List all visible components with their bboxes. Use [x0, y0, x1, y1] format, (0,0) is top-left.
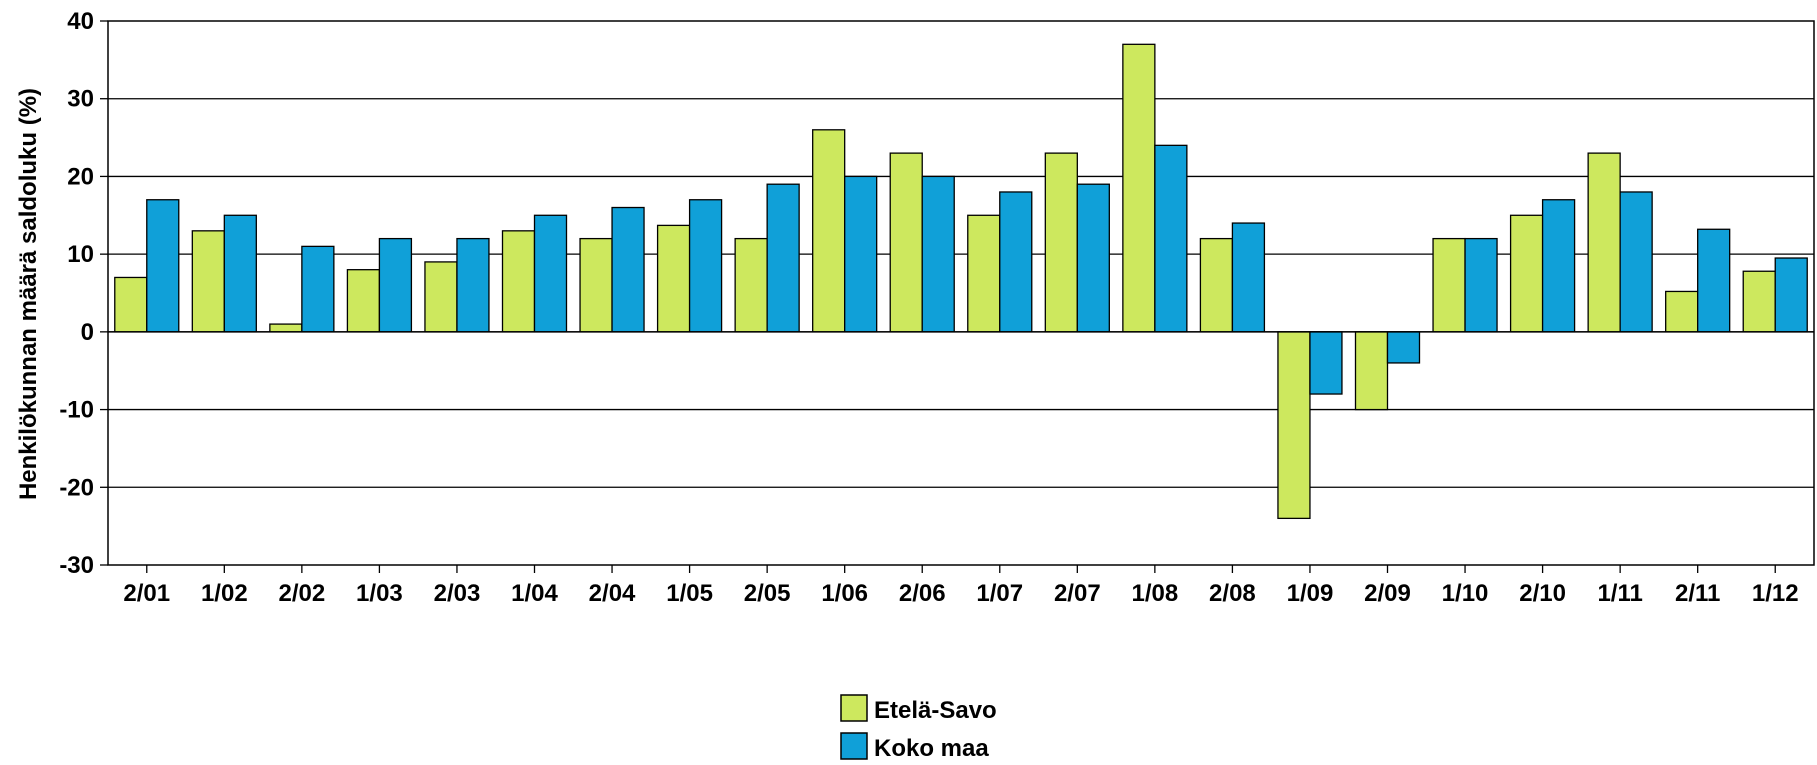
- bar-koko-maa: [1076, 183, 1110, 333]
- bar-etela-savo: [1044, 152, 1078, 333]
- y-tick-label: 20: [67, 163, 94, 190]
- x-tick-label: 2/08: [1209, 580, 1256, 607]
- bar-etela-savo: [812, 129, 846, 333]
- x-tick-label: 1/11: [1597, 580, 1642, 607]
- x-tick-label: 1/10: [1442, 580, 1489, 607]
- bar-koko-maa: [301, 245, 335, 333]
- y-tick-label: 30: [67, 86, 94, 113]
- bar-koko-maa: [611, 206, 645, 333]
- bar-etela-savo: [191, 230, 225, 333]
- bar-etela-savo: [1122, 43, 1156, 333]
- bar-etela-savo: [1742, 270, 1776, 333]
- plot-frame: [107, 20, 1815, 566]
- x-tick-label: 1/07: [976, 580, 1023, 607]
- bar-koko-maa: [1464, 237, 1498, 333]
- axes: [100, 20, 1815, 573]
- y-tick-labels: 40 30 20 10 0 -10 -20 -30: [59, 8, 94, 579]
- bar-etela-savo: [656, 224, 691, 333]
- legend-label-koko-maa: Koko maa: [874, 735, 989, 762]
- x-tick-label: 2/03: [434, 580, 481, 607]
- y-tick-label: 0: [81, 319, 94, 346]
- y-axis-label: Henkilökunnan määrä saldoluku (%): [15, 88, 42, 500]
- x-tick-label: 2/01: [123, 580, 170, 607]
- bar-koko-maa: [1619, 191, 1653, 333]
- legend: Etelä-Savo Koko maa: [840, 694, 997, 762]
- bar-etela-savo: [1587, 152, 1621, 333]
- y-tick-label: -20: [59, 474, 94, 501]
- x-tick-label: 1/04: [511, 580, 558, 607]
- bar-koko-maa: [1386, 331, 1421, 364]
- x-tick-label: 2/05: [744, 580, 791, 607]
- legend-swatch-koko-maa: [840, 732, 868, 760]
- legend-swatch-etela-savo: [840, 694, 868, 722]
- x-tick-label: 2/10: [1519, 580, 1566, 607]
- bar-koko-maa: [766, 183, 800, 333]
- x-tick-label: 1/08: [1132, 580, 1179, 607]
- legend-label-etela-savo: Etelä-Savo: [874, 697, 997, 724]
- bars: [114, 43, 1808, 520]
- bar-etela-savo: [734, 237, 768, 333]
- bar-etela-savo: [1432, 237, 1466, 333]
- bar-etela-savo: [1199, 237, 1234, 333]
- bar-koko-maa: [1231, 222, 1266, 333]
- bar-etela-savo: [1665, 290, 1699, 333]
- bar-etela-savo: [1277, 331, 1311, 520]
- bar-etela-savo: [424, 261, 458, 333]
- bar-etela-savo: [579, 237, 613, 333]
- x-tick-label: 2/09: [1364, 580, 1411, 607]
- x-tick-label: 1/03: [356, 580, 403, 607]
- bar-koko-maa: [1541, 199, 1576, 333]
- y-tick-label: -30: [59, 552, 94, 579]
- bar-koko-maa: [533, 214, 568, 333]
- y-tick-label: 10: [67, 241, 94, 268]
- x-tick-labels: 2/01 1/02 2/02 1/03 2/03 1/04 2/04 1/05 2/05 1/06…: [123, 580, 1798, 607]
- x-tick-label: 2/06: [899, 580, 946, 607]
- bar-koko-maa: [223, 214, 257, 333]
- x-tick-label: 1/06: [821, 580, 868, 607]
- bar-koko-maa: [688, 199, 723, 333]
- bar-etela-savo: [1509, 214, 1544, 333]
- bar-etela-savo: [346, 269, 381, 333]
- bar-koko-maa: [146, 199, 180, 333]
- x-tick-label: 1/05: [666, 580, 713, 607]
- bar-koko-maa: [1697, 228, 1731, 333]
- bar-etela-savo: [269, 323, 303, 333]
- bar-etela-savo: [1354, 331, 1389, 411]
- bar-koko-maa: [1309, 331, 1343, 395]
- bar-etela-savo: [889, 152, 923, 333]
- x-tick-label: 1/09: [1287, 580, 1334, 607]
- bar-etela-savo: [967, 214, 1001, 333]
- x-tick-label: 1/02: [201, 580, 248, 607]
- x-tick-label: 2/02: [279, 580, 326, 607]
- x-tick-label: 2/11: [1675, 580, 1720, 607]
- bar-etela-savo: [501, 230, 536, 333]
- x-tick-label: 1/12: [1752, 580, 1799, 607]
- bar-koko-maa: [844, 175, 878, 333]
- bar-koko-maa: [456, 237, 490, 333]
- bar-koko-maa: [999, 191, 1033, 333]
- y-tick-label: -10: [59, 397, 94, 424]
- bar-koko-maa: [921, 175, 955, 333]
- bar-koko-maa: [1154, 144, 1188, 333]
- x-tick-label: 2/07: [1054, 580, 1101, 607]
- y-tick-label: 40: [67, 8, 94, 35]
- bar-koko-maa: [378, 237, 413, 333]
- x-tick-label: 2/04: [589, 580, 636, 607]
- bar-koko-maa: [1774, 257, 1808, 333]
- bar-etela-savo: [114, 276, 148, 333]
